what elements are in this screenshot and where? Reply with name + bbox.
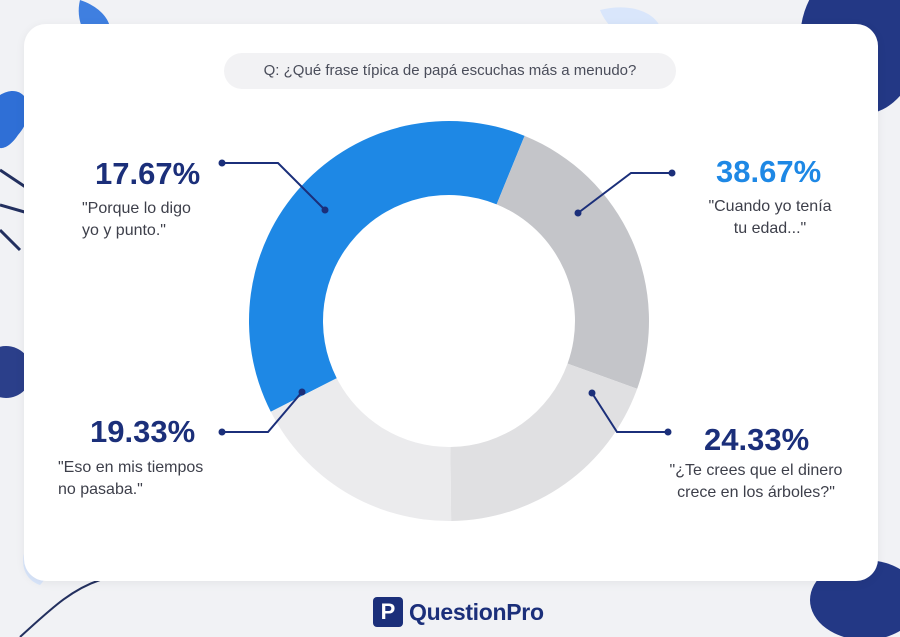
logo-icon: P — [373, 597, 403, 627]
slice-percent-0: 38.67% — [716, 154, 822, 189]
donut-slice-2 — [450, 363, 638, 521]
slice-label-0: "Cuando yo tenía tu edad..." — [708, 198, 832, 237]
leader-dot-0-start — [574, 209, 582, 217]
leader-dot-1-start — [588, 389, 596, 397]
leader-line-2 — [222, 391, 303, 433]
leader-line-1 — [591, 392, 668, 433]
donut-slice-1 — [496, 135, 649, 389]
leader-line-0 — [577, 172, 672, 214]
slice-label-3: "Porque lo digo yo y punto." — [82, 200, 191, 239]
leader-dot-0-end — [668, 169, 676, 177]
slice-label-2: "Eso en mis tiempos no pasaba." — [58, 459, 204, 498]
question-label: Q: ¿Qué frase típica de papá escuchas má… — [224, 53, 676, 89]
leader-dot-2-start — [298, 388, 306, 396]
brand-logo: P QuestionPro — [373, 595, 544, 629]
leader-dot-2-end — [218, 428, 226, 436]
leader-line-3 — [222, 162, 326, 211]
donut-slice-3 — [270, 378, 452, 521]
leader-dot-3-end — [218, 159, 226, 167]
leader-dot-3-start — [321, 206, 329, 214]
slice-percent-3: 17.67% — [95, 156, 201, 191]
leader-dot-1-end — [664, 428, 672, 436]
slice-label-1: "¿Te crees que el dinero crece en los ár… — [669, 462, 843, 501]
donut-slice-0 — [249, 121, 525, 412]
brand-name: QuestionPro — [409, 598, 544, 625]
slice-percent-1: 24.33% — [704, 422, 810, 457]
leaf-decoration — [0, 90, 29, 149]
slice-percent-2: 19.33% — [90, 414, 196, 449]
branch-decoration — [19, 579, 101, 637]
berry-decoration — [0, 346, 32, 398]
